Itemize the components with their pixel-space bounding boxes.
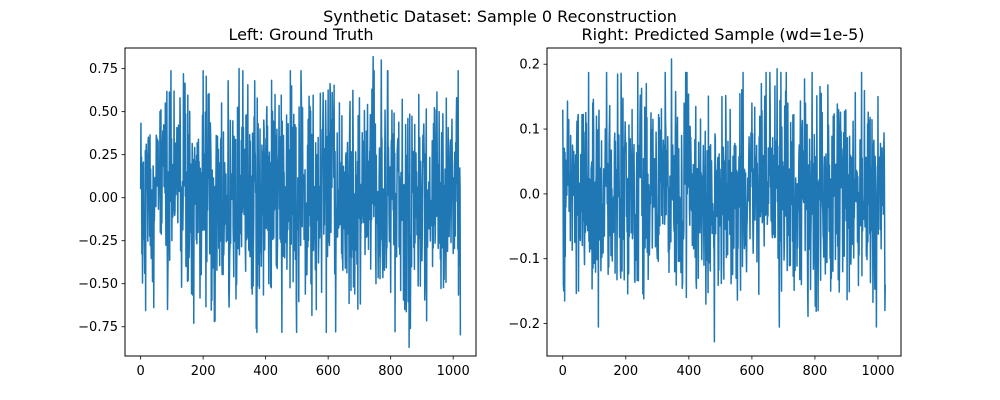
x-tick-label: 0 — [136, 364, 144, 379]
y-tick-label: −0.25 — [78, 234, 118, 249]
x-tick-label: 1000 — [437, 364, 470, 379]
x-tick-label: 800 — [803, 364, 828, 379]
x-tick-label: 200 — [613, 364, 638, 379]
chart-right-title: Right: Predicted Sample (wd=1e-5) — [582, 25, 865, 44]
chart-left-title: Left: Ground Truth — [228, 25, 373, 44]
chart-left-line — [139, 55, 462, 349]
y-tick-label: 0.25 — [89, 148, 118, 163]
y-tick-label: 0.0 — [519, 187, 540, 202]
x-tick-label: 0 — [559, 364, 567, 379]
chart-left: Left: Ground Truth −0.75 −0.50 −0.25 0.00 0.… — [78, 25, 477, 379]
figure-suptitle: Synthetic Dataset: Sample 0 Reconstructi… — [323, 7, 677, 26]
y-tick-label: 0.50 — [89, 105, 118, 120]
y-tick-label: 0.1 — [519, 123, 540, 138]
y-tick-label: 0.75 — [89, 62, 118, 77]
chart-right-line — [562, 58, 886, 343]
chart-right-plot-frame — [546, 47, 902, 357]
chart-right-y-axis: −0.2 −0.1 0.0 0.1 0.2 — [508, 58, 547, 332]
chart-right: Right: Predicted Sample (wd=1e-5) −0.2−0… — [508, 25, 902, 379]
chart-right-line-series — [562, 58, 886, 343]
chart-right-x-axis: 0 200 400 600 800 1000 — [559, 356, 895, 379]
y-tick-label: −0.75 — [78, 320, 118, 335]
y-tick-label: 0.00 — [89, 191, 118, 206]
chart-left-y-axis: −0.75 −0.50 −0.25 0.00 0.25 0.50 0.75 — [78, 62, 125, 335]
y-tick-label: −0.1 — [508, 252, 540, 267]
chart-left-x-axis: 0 200 400 600 800 1000 — [136, 356, 470, 379]
y-tick-label: −0.2 — [508, 317, 540, 332]
x-tick-label: 400 — [676, 364, 701, 379]
chart-left-line-series — [139, 55, 462, 349]
x-tick-label: 200 — [191, 364, 216, 379]
x-tick-label: 400 — [253, 364, 278, 379]
x-tick-label: 1000 — [861, 364, 894, 379]
y-tick-label: −0.50 — [78, 277, 118, 292]
x-tick-label: 800 — [378, 364, 403, 379]
x-tick-label: 600 — [739, 364, 764, 379]
x-tick-label: 600 — [316, 364, 341, 379]
y-tick-label: 0.2 — [519, 58, 540, 73]
chart-left-plot-frame — [124, 47, 477, 357]
